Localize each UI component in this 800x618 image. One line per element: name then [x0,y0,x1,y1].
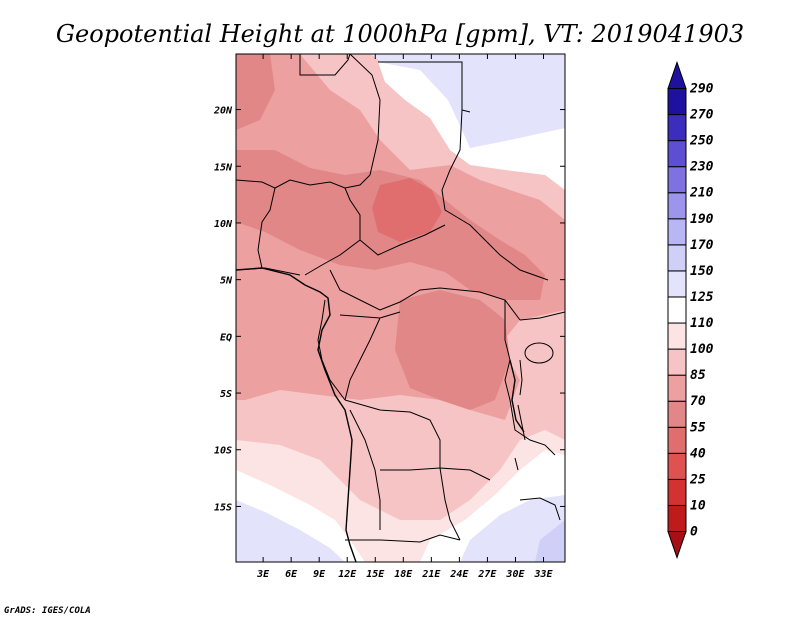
y-tick-label: 15S [214,502,232,513]
colorbar-extend-min [667,531,687,560]
y-tick-label: 15N [214,162,233,173]
colorbar-label: 100 [690,342,714,357]
credit-label: GrADS: IGES/COLA [4,606,91,616]
x-tick-label: 3E [256,569,270,580]
x-tick-label: 18E [394,569,413,580]
colorbar-cell [667,166,687,194]
colorbar-label: 70 [690,394,706,409]
contour-region-low-core-chad [372,178,442,242]
colorbar-label: 250 [689,134,714,149]
coastline [236,267,525,562]
contour-region-low-congo [395,290,510,410]
x-tick-label: 27E [477,569,497,580]
x-tick-label: 9E [313,569,326,580]
contour-region-low-north-west [236,54,275,130]
y-axis: 20N 15N 10N 5N EQ 5S 10S 15S [213,106,565,513]
x-tick-label: 15E [366,569,385,580]
x-tick-label: 12E [338,569,357,580]
contour-region-southeast-blue [460,495,565,562]
colorbar-label: 170 [690,238,714,253]
colorbar-label: 0 [690,525,698,540]
x-tick-label: 33E [533,569,553,580]
colorbar-cell [667,504,687,532]
y-tick-label: 10N [214,219,233,230]
map-panel [236,54,565,562]
colorbar-label: 270 [689,108,714,123]
x-tick-label: 6E [285,569,298,580]
y-tick-label: 5N [220,276,233,287]
inland-lakes [514,342,554,471]
colorbar-label: 85 [690,368,706,383]
colorbar-cell [667,452,687,480]
x-tick-label: 21E [421,569,441,580]
colorbar-cell [667,218,687,246]
colorbar-cell [667,348,687,376]
colorbar-label: 25 [689,472,706,487]
x-tick-label: 30E [505,569,525,580]
colorbar-cell [667,270,687,298]
contour-region-southwest-blue [236,500,345,562]
colorbar-label: 10 [690,498,706,513]
colorbar-cell [667,244,687,272]
colorbar-cell [667,374,687,402]
contour-region-southeast-deep-blue [535,520,565,562]
colorbar-label: 210 [689,186,714,201]
x-axis: 3E 6E 9E 12E 15E 18E 21E 24E 27E 30E 33E [256,54,554,580]
colorbar-label: 40 [690,446,706,461]
colorbar-label: 125 [690,290,714,305]
colorbar-label: 55 [690,420,706,435]
colorbar-cell [667,400,687,428]
contour-region-high-north-white [378,62,565,190]
map-frame [235,53,566,563]
colorbar-cell [667,322,687,350]
colorbar-label: 150 [690,264,714,279]
colorbar-cell [667,426,687,454]
colorbar-label: 290 [689,82,714,97]
chart-title: Geopotential Height at 1000hPa [gpm], VT… [56,20,744,48]
colorbar-cell [667,296,687,324]
colorbar-extend-max [667,60,687,89]
colorbar-label: 190 [690,212,714,227]
colorbar-cell [667,478,687,506]
y-tick-label: 10S [214,446,232,457]
colorbar-label: 230 [689,160,714,175]
colorbar-label: 110 [690,316,714,331]
colorbar-cell [667,140,687,168]
y-tick-label: 5S [220,389,232,400]
y-tick-label: 20N [213,106,233,117]
colorbar-cell [667,88,687,116]
colorbar-cell [667,114,687,142]
colorbar-cell [667,192,687,220]
x-tick-label: 24E [449,569,469,580]
colorbar: 0 10 25 40 55 70 85 100 110 125 150 170 190 210 230 250… [667,60,714,560]
y-tick-label: EQ [220,332,232,343]
